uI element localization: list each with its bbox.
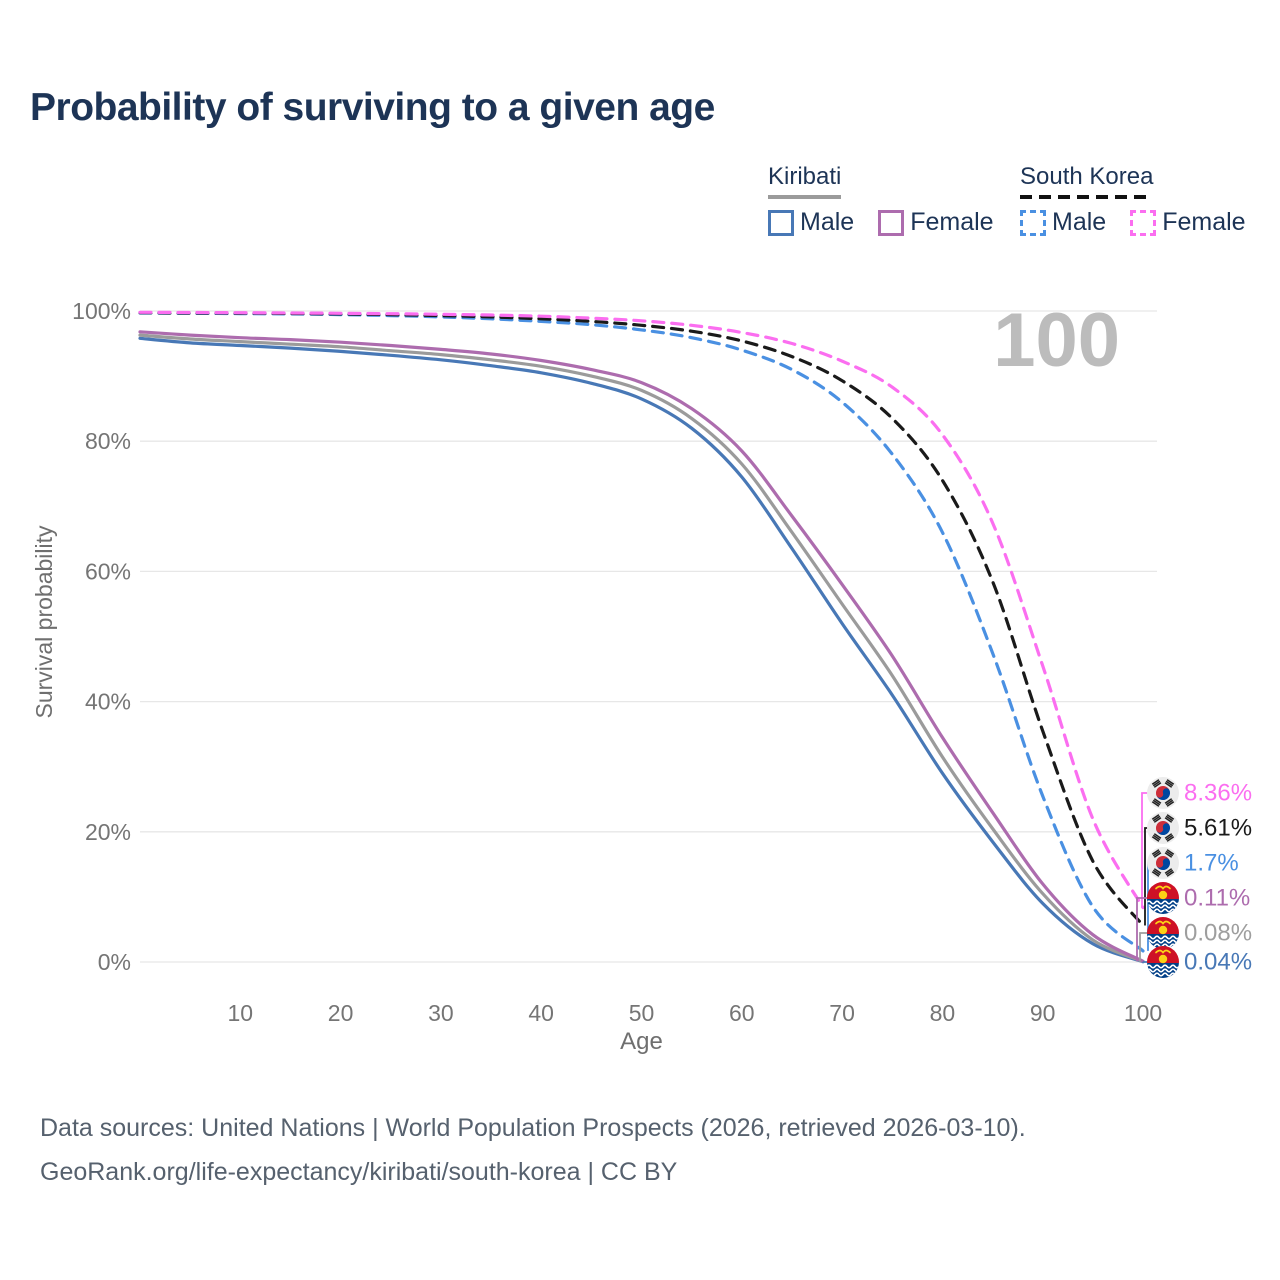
kiribati-flag-icon — [1147, 946, 1179, 978]
attribution-line: GeoRank.org/life-expectancy/kiribati/sou… — [40, 1158, 678, 1186]
label-connector-kiribati-total — [1139, 932, 1150, 962]
legend-group-title-south-korea: South Korea — [1020, 163, 1154, 190]
curve-kiribati-total[interactable] — [138, 333, 1145, 964]
curve-south-korea-total[interactable] — [138, 311, 1145, 928]
x-tick-label: 50 — [629, 1000, 655, 1026]
south-korea-flag-icon — [1147, 777, 1179, 809]
end-value-south-korea-female: 8.36% — [1184, 780, 1252, 807]
legend-swatch-kiribati-female — [878, 209, 905, 236]
y-tick-label: 0% — [98, 949, 131, 975]
end-value-south-korea-male: 1.7% — [1184, 850, 1239, 877]
legend-label-kiribati-male: Male — [800, 208, 855, 236]
y-tick-label: 20% — [85, 819, 131, 845]
curve-south-korea-male[interactable] — [138, 311, 1145, 953]
end-value-kiribati-male: 0.04% — [1184, 949, 1252, 976]
x-tick-label: 30 — [428, 1000, 454, 1026]
y-axis-title: Survival probability — [31, 525, 57, 719]
legend-group-south-korea: South Korea Male Female — [1020, 163, 1246, 237]
legend-item-kiribati-female[interactable]: Female — [878, 208, 994, 237]
chart-footer: Data sources: United Nations | World Pop… — [40, 1106, 1026, 1194]
legend-label-south-korea-female: Female — [1162, 208, 1246, 236]
legend-south-korea-dashed-line — [1020, 195, 1154, 199]
x-tick-label: 80 — [930, 1000, 956, 1026]
curve-kiribati-male[interactable] — [138, 336, 1145, 964]
x-tick-label: 20 — [328, 1000, 354, 1026]
data-source-line: Data sources: United Nations | World Pop… — [40, 1114, 1026, 1142]
x-tick-label: 100 — [1124, 1000, 1162, 1026]
y-tick-label: 80% — [85, 428, 131, 454]
x-tick-label: 90 — [1030, 1000, 1056, 1026]
legend-group-title-kiribati: Kiribati — [768, 163, 842, 190]
legend-label-south-korea-male: Male — [1052, 208, 1107, 236]
survival-curves — [138, 310, 1145, 964]
legend-swatch-kiribati-male — [768, 209, 794, 236]
y-tick-label: 40% — [85, 689, 131, 715]
curve-south-korea-female[interactable] — [138, 310, 1145, 910]
legend-items-kiribati: Male Female — [768, 208, 994, 237]
end-value-south-korea-total: 5.61% — [1184, 815, 1252, 842]
end-value-kiribati-female: 0.11% — [1184, 885, 1250, 912]
x-axis-title: Age — [620, 1028, 663, 1055]
axis-labels: 0% 20% 40% 60% 80% 100% 10 20 30 40 50 60 70 80 90 100 A… — [31, 298, 1162, 1055]
watermark-text: 100 — [993, 298, 1120, 383]
x-tick-label: 10 — [228, 1000, 254, 1026]
legend-kiribati-solid-line — [768, 195, 842, 199]
legend-items-south-korea: Male Female — [1020, 208, 1246, 237]
legend-label-kiribati-female: Female — [910, 208, 994, 236]
x-tick-label: 70 — [829, 1000, 855, 1026]
x-tick-label: 40 — [528, 1000, 554, 1026]
end-value-labels: 8.36% 5.61% 1.7% 0.11% 0.08%0.04% — [1136, 777, 1252, 978]
x-tick-label: 60 — [729, 1000, 755, 1026]
watermark: 100 — [993, 298, 1120, 383]
kiribati-flag-icon — [1147, 917, 1179, 949]
south-korea-flag-icon — [1147, 847, 1179, 879]
legend-group-header-south-korea: South Korea — [1020, 163, 1154, 199]
legend-swatch-south-korea-female — [1130, 209, 1157, 236]
y-tick-label: 60% — [85, 558, 131, 584]
end-value-kiribati-total: 0.08% — [1184, 920, 1252, 947]
y-tick-label: 100% — [72, 298, 131, 324]
legend-item-south-korea-female[interactable]: Female — [1130, 208, 1246, 237]
legend-swatch-south-korea-male — [1020, 209, 1046, 236]
legend-item-south-korea-male[interactable]: Male — [1020, 208, 1106, 237]
gridlines — [140, 310, 1157, 963]
legend-group-kiribati: Kiribati Male Female — [768, 163, 994, 237]
curve-kiribati-female[interactable] — [138, 330, 1145, 963]
legend-group-header-kiribati: Kiribati — [768, 163, 842, 199]
legend-item-kiribati-male[interactable]: Male — [768, 208, 854, 237]
south-korea-flag-icon — [1147, 812, 1179, 844]
label-connector-kiribati-female — [1136, 897, 1150, 962]
page-title: Probability of surviving to a given age — [30, 86, 715, 129]
kiribati-flag-icon — [1147, 882, 1179, 914]
